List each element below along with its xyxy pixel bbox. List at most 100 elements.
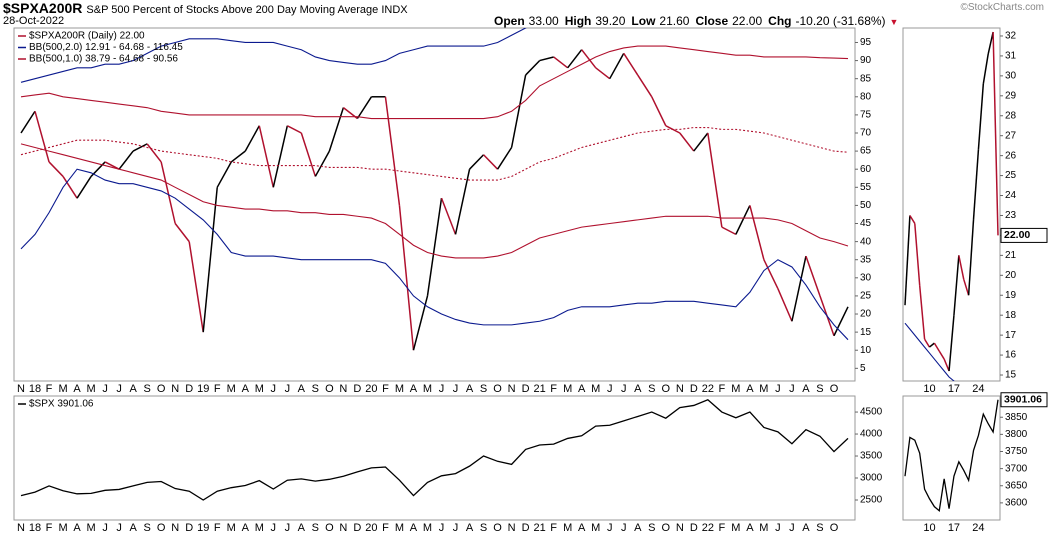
line-segment	[48, 161, 64, 177]
plot	[20, 398, 849, 501]
line-segment	[938, 350, 945, 360]
x-tick-label: N	[676, 383, 684, 395]
y-tick-label: 3650	[1005, 480, 1028, 491]
y-tick-label: 80	[860, 91, 872, 102]
x-tick-label: J	[285, 383, 291, 395]
x-tick-label: A	[746, 522, 754, 534]
plot	[20, 28, 849, 351]
last-value-label: 22.00	[1004, 229, 1030, 241]
line-segment	[918, 285, 926, 340]
quote-label: Chg	[768, 14, 792, 28]
x-tick-label: J	[607, 522, 613, 534]
line-segment	[160, 161, 176, 224]
x-tick-label: N	[171, 383, 179, 395]
line-segment	[982, 53, 989, 84]
x-tick-label: F	[46, 522, 53, 534]
line-segment	[914, 223, 921, 286]
line-segment	[20, 110, 36, 134]
quote-value: 21.60	[659, 14, 690, 28]
x-tick-label: M	[395, 522, 404, 534]
y-tick-label: 50	[860, 200, 872, 211]
x-tick-label: J	[621, 383, 627, 395]
x-tick-label: D	[690, 522, 698, 534]
line-segment	[581, 49, 597, 69]
x-tick-label: N	[508, 522, 516, 534]
line-segment	[216, 161, 232, 188]
x-tick-label: A	[242, 383, 250, 395]
y-tick-label: 21	[1005, 250, 1017, 261]
panel-frame	[13, 395, 856, 521]
x-tick-label: A	[129, 383, 137, 395]
x-tick-label: F	[550, 383, 557, 395]
quote-label: Open	[494, 14, 525, 28]
x-tick-label: O	[325, 383, 334, 395]
quote-label: Low	[631, 14, 656, 28]
y-tick-label: 90	[860, 55, 872, 66]
y-tick-label: 23	[1005, 210, 1017, 221]
x-tick-label: N	[17, 383, 25, 395]
line-segment	[328, 107, 345, 152]
x-tick-label: M	[227, 522, 236, 534]
line-segment	[609, 52, 625, 80]
line-segment	[735, 205, 751, 235]
y-tick-label: 28	[1005, 110, 1017, 121]
quote-label: High	[564, 14, 592, 28]
line-segment	[356, 96, 373, 119]
x-tick-label: O	[157, 383, 166, 395]
panel-frame	[902, 395, 1001, 521]
line-segment	[992, 31, 999, 236]
line-segment	[749, 205, 765, 260]
line-segment	[791, 255, 807, 322]
line-segment	[496, 147, 513, 170]
band-lower	[904, 322, 955, 381]
line-segment	[651, 96, 667, 127]
description: S&P 500 Percent of Stocks Above 200 Day …	[86, 4, 408, 16]
x-tick-label: 22	[702, 522, 714, 534]
line-segment	[300, 132, 317, 177]
line-segment	[977, 83, 985, 150]
last-value-label: 3901.06	[1004, 394, 1042, 406]
y-tick-label: 3000	[860, 473, 883, 484]
line-segment	[62, 176, 78, 199]
x-tick-label: M	[255, 522, 264, 534]
last-value-tag	[1000, 392, 1048, 408]
line-segment	[118, 150, 134, 170]
y-tick-label: 27	[1005, 130, 1017, 141]
line-segment	[510, 74, 527, 148]
x-tick-label: F	[382, 383, 389, 395]
x-tick-label: J	[271, 522, 277, 534]
x-tick-label: M	[58, 522, 67, 534]
x-tick-label: A	[298, 522, 306, 534]
line-segment	[623, 52, 639, 76]
quote-label: Close	[695, 14, 729, 28]
x-tick-label: M	[591, 383, 600, 395]
quote-value: 39.20	[595, 14, 626, 28]
line-segment	[132, 143, 148, 152]
x-tick-label: 20	[365, 383, 377, 395]
y-tick-label: 40	[860, 236, 872, 247]
x-tick-label: F	[718, 522, 725, 534]
x-tick-label: D	[185, 522, 193, 534]
line-segment	[230, 150, 246, 163]
y-tick-label: 55	[860, 182, 872, 193]
x-tick-label: 21	[534, 383, 546, 395]
quote: Open 33.00 High 39.20 Low 21.60 Close 22.00 Chg -…	[488, 14, 898, 28]
y-tick-label: 45	[860, 218, 872, 229]
x-tick-label: S	[312, 383, 319, 395]
x-tick-label: A	[410, 383, 418, 395]
line-segment	[693, 132, 709, 152]
line-segment	[384, 96, 401, 206]
y-tick-label: 35	[860, 254, 872, 265]
y-tick-label: 3600	[1005, 498, 1028, 509]
y-tick-label: 20	[860, 309, 872, 320]
line-segment	[923, 338, 931, 348]
x-tick-label: M	[563, 522, 572, 534]
x-tick-label: J	[621, 522, 627, 534]
x-tick-label: A	[466, 383, 474, 395]
x-tick-label: A	[578, 522, 586, 534]
line-segment	[174, 223, 190, 243]
y-tick-label: 29	[1005, 90, 1017, 101]
x-tick-label: M	[759, 522, 768, 534]
x-tick-label: A	[578, 383, 586, 395]
x-tick-label: S	[648, 522, 655, 534]
